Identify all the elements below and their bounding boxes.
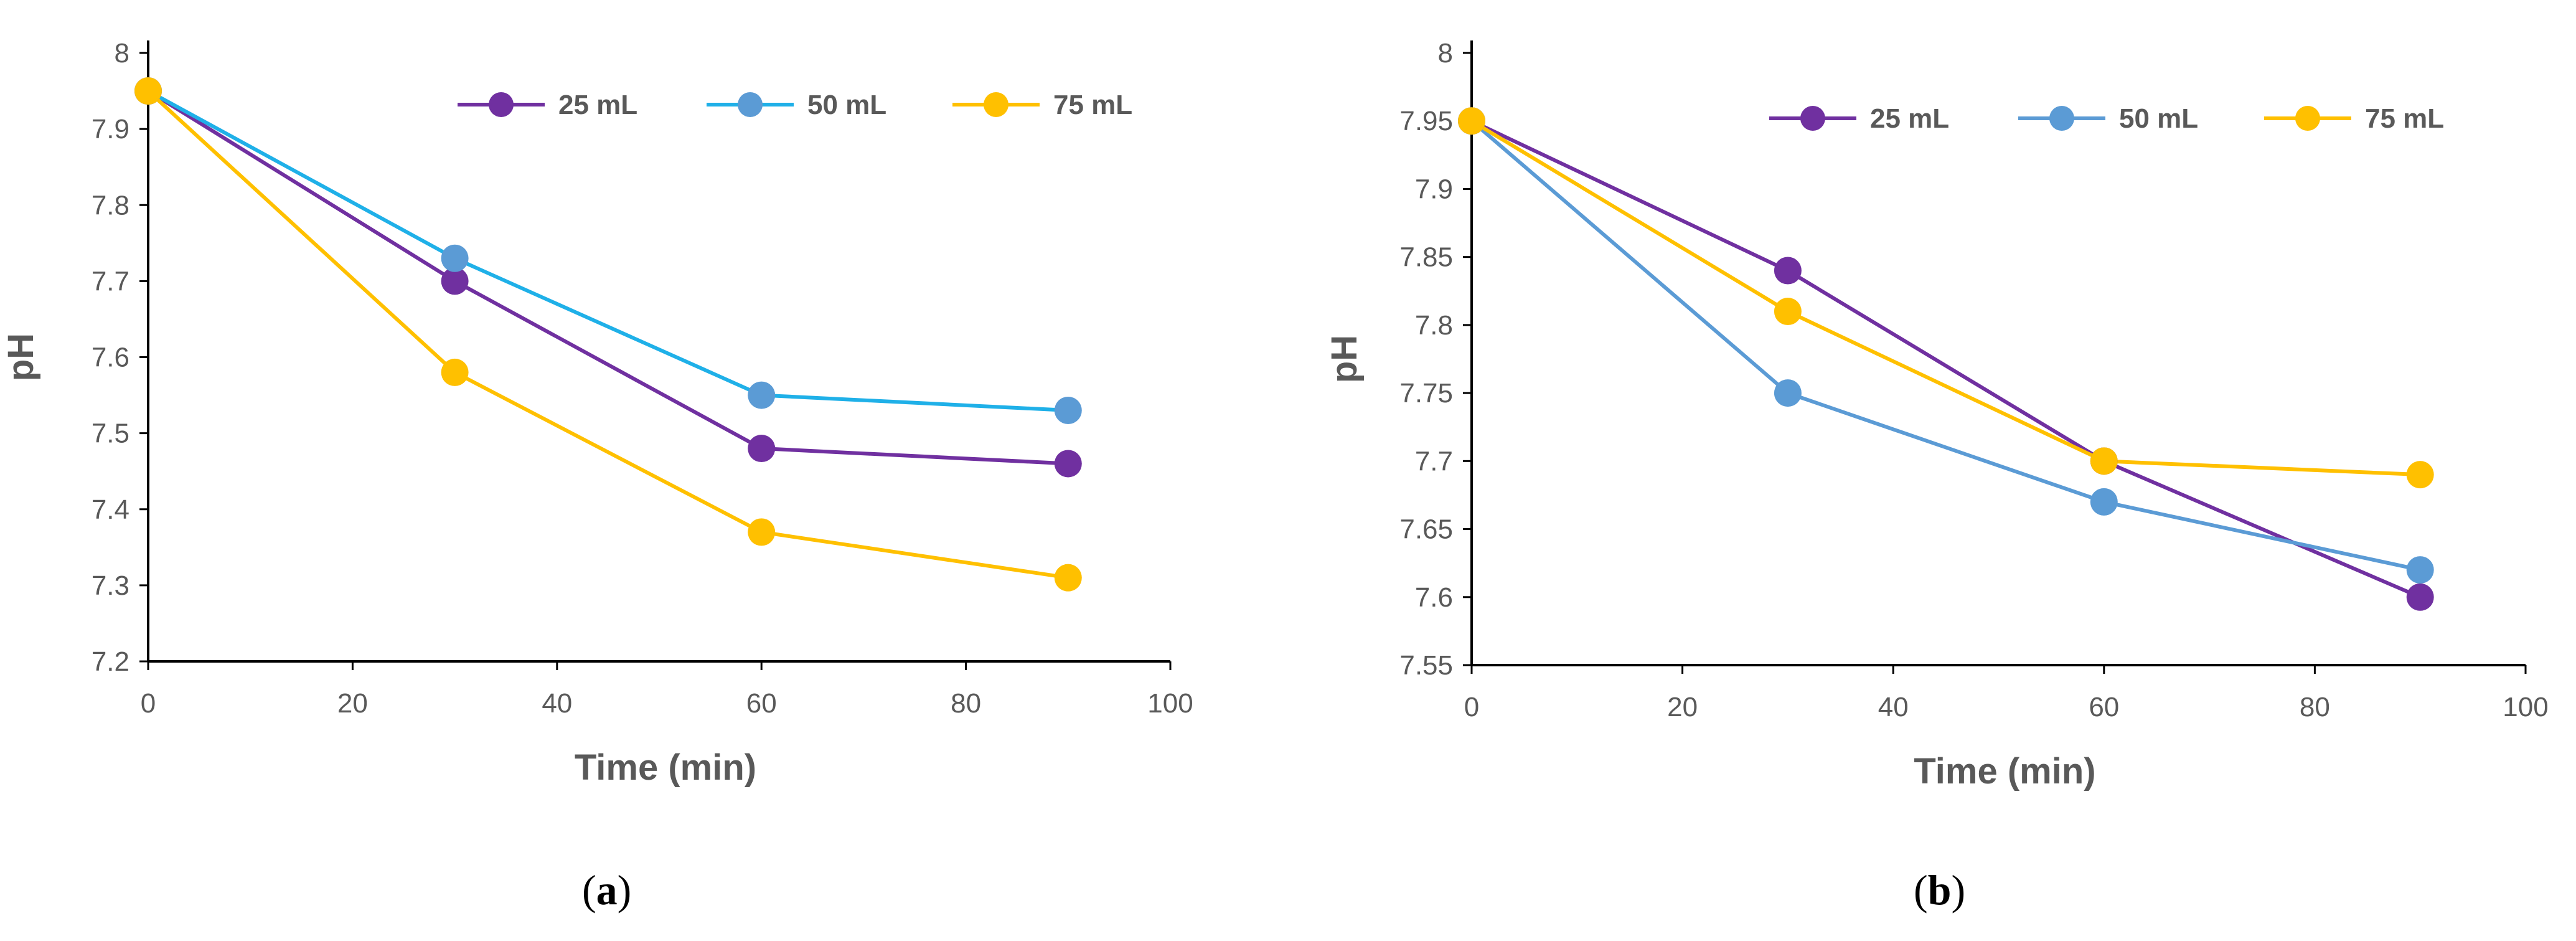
y-axis-title: pH bbox=[1, 333, 41, 381]
series-line-1 bbox=[1470, 119, 2421, 572]
y-tick-label: 7.7 bbox=[1415, 446, 1453, 476]
series-line-0 bbox=[147, 89, 1068, 466]
y-tick-label: 7.4 bbox=[92, 494, 129, 525]
data-point-1-1 bbox=[1774, 379, 1802, 407]
legend-label-2: 75 mL bbox=[1053, 90, 1132, 120]
x-tick-label: 60 bbox=[2089, 692, 2119, 722]
legend-label-1: 50 mL bbox=[807, 90, 886, 120]
data-point-2-3 bbox=[2406, 461, 2434, 489]
legend-marker-0 bbox=[489, 92, 514, 117]
chart-panel-b: 7.55 7.6 7.65 7.7 7.75 7.8 7.85 7.9 7.95 8 0 20 40 60… bbox=[1288, 0, 2576, 941]
legend-label-0: 25 mL bbox=[558, 90, 637, 120]
y-tick-label: 8 bbox=[1438, 38, 1453, 69]
legend-marker-1 bbox=[738, 92, 763, 117]
data-point-1-3 bbox=[1054, 396, 1082, 424]
data-point-1-2 bbox=[748, 381, 776, 409]
x-tick-label: 40 bbox=[542, 688, 572, 719]
x-tick-label: 20 bbox=[1667, 692, 1698, 722]
legend-label-1: 50 mL bbox=[2119, 103, 2198, 134]
data-point-2-0 bbox=[134, 77, 162, 105]
data-point-0-3 bbox=[1054, 450, 1082, 478]
data-point-2-2 bbox=[748, 518, 776, 546]
caption-a: (a) bbox=[582, 866, 632, 914]
data-point-1-3 bbox=[2406, 556, 2434, 584]
series-line-0 bbox=[1470, 119, 2421, 599]
y-tick-label: 7.8 bbox=[92, 190, 129, 220]
data-point-1-1 bbox=[441, 244, 469, 272]
x-tick-label: 100 bbox=[2503, 692, 2548, 722]
legend-label-2: 75 mL bbox=[2365, 103, 2444, 134]
y-tick-label: 7.5 bbox=[92, 418, 129, 449]
y-axis-title: pH bbox=[1324, 335, 1365, 383]
legend-marker-1 bbox=[2049, 106, 2074, 131]
x-tick-label: 0 bbox=[1464, 692, 1479, 722]
y-tick-label: 8 bbox=[115, 38, 129, 69]
series-line-2 bbox=[1470, 119, 2420, 477]
y-tick-label: 7.3 bbox=[92, 570, 129, 601]
y-tick-label: 7.8 bbox=[1415, 310, 1453, 341]
y-tick-label: 7.55 bbox=[1399, 650, 1453, 681]
y-tick-label: 7.7 bbox=[92, 266, 129, 296]
line-chart-a: 7.27.37.47.57.67.77.87.980 20 40 60 80 100Tim… bbox=[1, 38, 1193, 788]
series-line-1 bbox=[147, 89, 1068, 412]
x-axis-title: Time (min) bbox=[1914, 751, 2095, 792]
data-point-2-1 bbox=[441, 358, 469, 386]
x-tick-label: 20 bbox=[337, 688, 368, 719]
y-tick-label: 7.95 bbox=[1399, 106, 1453, 136]
y-tick-label: 7.75 bbox=[1399, 378, 1453, 409]
chart-panel-a: 7.2 7.3 7.4 7.5 7.6 7.7 7.8 7.9 8 0 20 40 60 80 100 Tim… bbox=[1, 38, 1193, 914]
data-point-0-2 bbox=[748, 435, 776, 463]
x-tick-label: 80 bbox=[2300, 692, 2330, 722]
y-tick-label: 7.65 bbox=[1399, 514, 1453, 545]
y-tick-label: 7.85 bbox=[1399, 242, 1453, 273]
x-tick-label: 0 bbox=[141, 688, 156, 719]
x-tick-label: 80 bbox=[951, 688, 981, 719]
y-tick-label: 7.6 bbox=[92, 343, 129, 373]
x-tick-label: 100 bbox=[1147, 688, 1193, 719]
x-axis-title: Time (min) bbox=[575, 747, 756, 788]
data-point-1-2 bbox=[2090, 488, 2118, 516]
x-tick-label: 40 bbox=[1878, 692, 1909, 722]
data-point-0-3 bbox=[2406, 583, 2434, 611]
legend-label-0: 25 mL bbox=[1870, 103, 1949, 134]
series-line-2 bbox=[146, 89, 1069, 580]
y-tick-label: 7.6 bbox=[1415, 582, 1453, 613]
legend-marker-2 bbox=[2295, 106, 2320, 131]
y-tick-label: 7.2 bbox=[92, 646, 129, 677]
data-point-0-1 bbox=[441, 267, 469, 295]
data-point-2-1 bbox=[1774, 298, 1802, 326]
legend-marker-2 bbox=[984, 92, 1008, 117]
y-tick-label: 7.9 bbox=[92, 114, 129, 144]
caption-b: (b) bbox=[1914, 866, 1966, 914]
data-point-2-0 bbox=[1458, 107, 1485, 135]
x-tick-label: 60 bbox=[746, 688, 777, 719]
data-point-2-2 bbox=[2090, 447, 2118, 475]
data-point-2-3 bbox=[1054, 564, 1082, 592]
legend-marker-0 bbox=[1800, 106, 1825, 131]
y-tick-label: 7.9 bbox=[1415, 174, 1453, 204]
data-point-0-1 bbox=[1774, 257, 1802, 285]
